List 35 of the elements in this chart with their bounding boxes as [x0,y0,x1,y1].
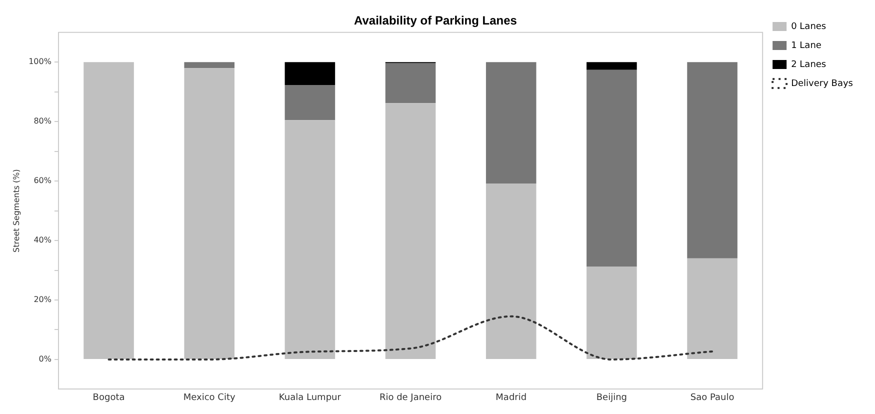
legend-label: 1 Lane [791,40,822,51]
y-tick-label: 100% [28,57,52,66]
x-tick-label: Mexico City [183,392,236,403]
bar [687,258,738,359]
x-tick-label: Rio de Janeiro [379,392,442,403]
legend-label: 2 Lanes [791,60,826,70]
x-tick-label: Sao Paulo [690,392,735,403]
bar [284,62,336,86]
chart-title: Availability of Parking Lanes [354,14,518,28]
bar [486,62,536,184]
bar [385,103,436,359]
bar [486,183,536,359]
bar [385,63,436,104]
bar [586,266,637,359]
x-tick-label: Bogota [92,392,125,403]
y-axis-title: Street Segments (%) [12,169,21,253]
y-tick-label: 40% [34,236,52,245]
bar [687,62,738,258]
bar [284,120,336,359]
legend-label: 0 Lanes [791,22,826,32]
bar [184,68,234,359]
x-tick-label: Beijing [596,392,628,403]
bar [284,85,336,120]
x-tick-label: Kuala Lumpur [278,392,342,403]
y-tick-label: 20% [34,295,52,304]
y-tick-label: 0% [38,354,52,364]
y-tick-label: 60% [34,176,52,186]
line-series [108,315,714,360]
bar [586,62,637,70]
bar [84,62,134,359]
x-tick-label: Madrid [496,392,527,403]
y-tick-label: 80% [34,116,52,126]
bar [586,70,637,267]
bar [184,62,234,68]
legend-label: Delivery Bays [791,78,854,89]
